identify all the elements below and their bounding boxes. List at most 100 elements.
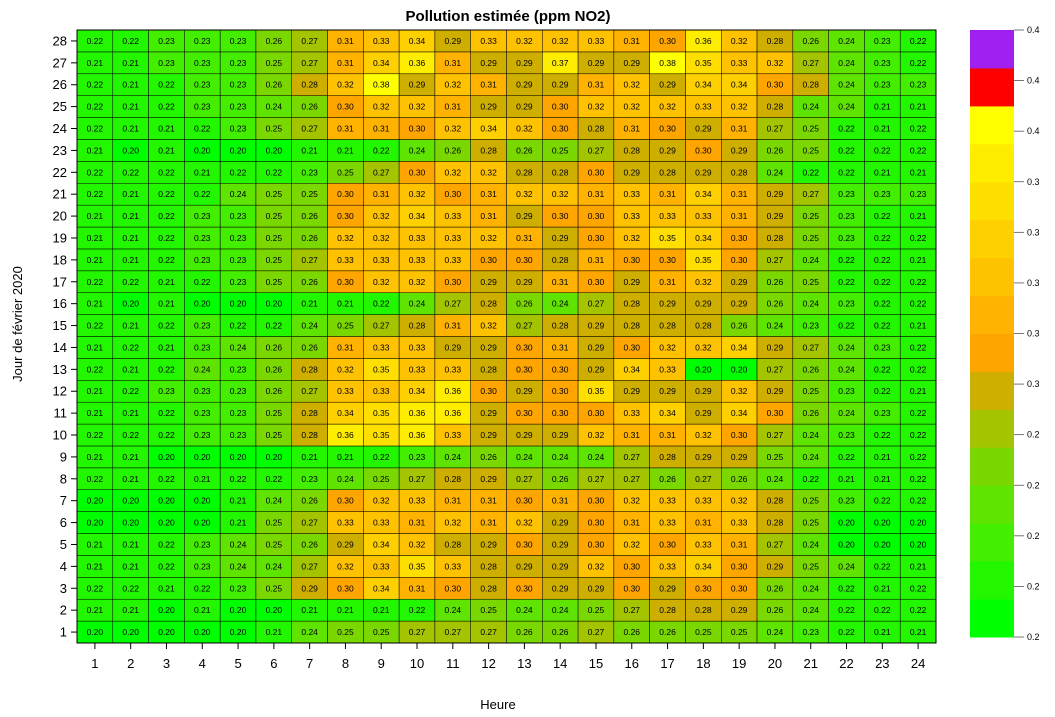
legend-color-band <box>970 447 1014 486</box>
x-tick-label: 12 <box>481 656 495 671</box>
cell-value-label: 0.26 <box>623 627 640 637</box>
cell-value-label: 0.27 <box>767 364 784 374</box>
x-tick-label: 3 <box>163 656 170 671</box>
cell-value-label: 0.31 <box>445 102 462 112</box>
cell-value-label: 0.22 <box>874 299 891 309</box>
cell-value-label: 0.33 <box>337 386 354 396</box>
cell-value-label: 0.32 <box>588 430 605 440</box>
cell-value-label: 0.22 <box>874 496 891 506</box>
cell-value-label: 0.25 <box>802 233 819 243</box>
cell-value-label: 0.28 <box>767 233 784 243</box>
cell-value-label: 0.21 <box>122 561 139 571</box>
cell-value-label: 0.26 <box>266 36 283 46</box>
cell-value-label: 0.27 <box>409 627 426 637</box>
cell-value-label: 0.33 <box>409 342 426 352</box>
cell-value-label: 0.33 <box>445 211 462 221</box>
cell-value-label: 0.26 <box>301 102 318 112</box>
cell-value-label: 0.28 <box>552 255 569 265</box>
cell-value-label: 0.21 <box>122 80 139 90</box>
cell-value-label: 0.23 <box>194 233 211 243</box>
cell-value-label: 0.22 <box>122 342 139 352</box>
cell-value-label: 0.28 <box>409 321 426 331</box>
cell-value-label: 0.31 <box>659 277 676 287</box>
cell-value-label: 0.29 <box>480 430 497 440</box>
cell-value-label: 0.20 <box>266 605 283 615</box>
cell-value-label: 0.30 <box>552 408 569 418</box>
cell-value-label: 0.34 <box>373 58 390 68</box>
cell-value-label: 0.36 <box>409 58 426 68</box>
cell-value-label: 0.22 <box>87 102 104 112</box>
cell-value-label: 0.31 <box>480 518 497 528</box>
y-tick-label: 5 <box>60 537 67 552</box>
cell-value-label: 0.32 <box>731 36 748 46</box>
cell-value-label: 0.22 <box>158 80 175 90</box>
cell-value-label: 0.21 <box>87 561 104 571</box>
cell-value-label: 0.22 <box>158 408 175 418</box>
cell-value-label: 0.22 <box>409 605 426 615</box>
cell-value-label: 0.27 <box>301 255 318 265</box>
cell-value-label: 0.33 <box>731 58 748 68</box>
cell-value-label: 0.22 <box>158 102 175 112</box>
cell-value-label: 0.30 <box>588 211 605 221</box>
cell-value-label: 0.22 <box>838 124 855 134</box>
cell-value-label: 0.30 <box>337 496 354 506</box>
cell-value-label: 0.23 <box>874 189 891 199</box>
cell-value-label: 0.24 <box>230 189 247 199</box>
cell-value-label: 0.22 <box>122 36 139 46</box>
cell-value-label: 0.29 <box>659 583 676 593</box>
cell-value-label: 0.26 <box>301 342 318 352</box>
cell-value-label: 0.29 <box>731 452 748 462</box>
cell-value-label: 0.22 <box>158 364 175 374</box>
legend-color-band <box>970 485 1014 524</box>
cell-value-label: 0.30 <box>552 102 569 112</box>
cell-value-label: 0.28 <box>301 430 318 440</box>
cell-value-label: 0.36 <box>445 386 462 396</box>
cell-value-label: 0.23 <box>910 80 927 90</box>
cell-value-label: 0.31 <box>552 496 569 506</box>
cell-value-label: 0.21 <box>158 145 175 155</box>
cell-value-label: 0.32 <box>373 233 390 243</box>
y-tick-label: 11 <box>54 406 68 421</box>
cell-value-label: 0.29 <box>301 583 318 593</box>
cell-value-label: 0.30 <box>588 408 605 418</box>
cell-value-label: 0.26 <box>767 605 784 615</box>
cell-value-label: 0.23 <box>838 430 855 440</box>
cell-value-label: 0.24 <box>838 36 855 46</box>
cell-value-label: 0.30 <box>337 277 354 287</box>
cell-value-label: 0.28 <box>480 364 497 374</box>
cell-value-label: 0.22 <box>874 145 891 155</box>
legend-tick-label: 0.3 <box>1027 177 1040 187</box>
cell-value-label: 0.33 <box>373 561 390 571</box>
cell-value-label: 0.22 <box>838 583 855 593</box>
cell-value-label: 0.23 <box>194 321 211 331</box>
cell-value-label: 0.31 <box>516 233 533 243</box>
cell-value-label: 0.23 <box>838 211 855 221</box>
cell-value-label: 0.30 <box>659 124 676 134</box>
cell-value-label: 0.22 <box>87 321 104 331</box>
cell-value-label: 0.31 <box>623 124 640 134</box>
x-tick-label: 24 <box>911 656 925 671</box>
cell-value-label: 0.29 <box>659 386 676 396</box>
cell-value-label: 0.22 <box>874 321 891 331</box>
cell-value-label: 0.26 <box>301 496 318 506</box>
cell-value-label: 0.29 <box>695 167 712 177</box>
cell-value-label: 0.25 <box>266 58 283 68</box>
cell-value-label: 0.32 <box>409 277 426 287</box>
cell-value-label: 0.25 <box>266 233 283 243</box>
cell-value-label: 0.29 <box>552 583 569 593</box>
cell-value-label: 0.27 <box>802 189 819 199</box>
cell-value-label: 0.22 <box>910 277 927 287</box>
cell-value-label: 0.22 <box>910 408 927 418</box>
cell-value-label: 0.32 <box>552 36 569 46</box>
legend-tick-label: 0.2 <box>1027 531 1040 541</box>
cell-value-label: 0.33 <box>731 518 748 528</box>
legend-tick-label: 0.4 <box>1027 25 1040 35</box>
legend-color-band <box>970 295 1014 334</box>
cell-value-label: 0.34 <box>623 364 640 374</box>
cell-value-label: 0.34 <box>731 342 748 352</box>
cell-value-label: 0.21 <box>910 321 927 331</box>
cell-value-label: 0.32 <box>337 233 354 243</box>
cell-value-label: 0.22 <box>194 189 211 199</box>
cell-value-label: 0.22 <box>910 233 927 243</box>
cell-value-label: 0.30 <box>516 583 533 593</box>
